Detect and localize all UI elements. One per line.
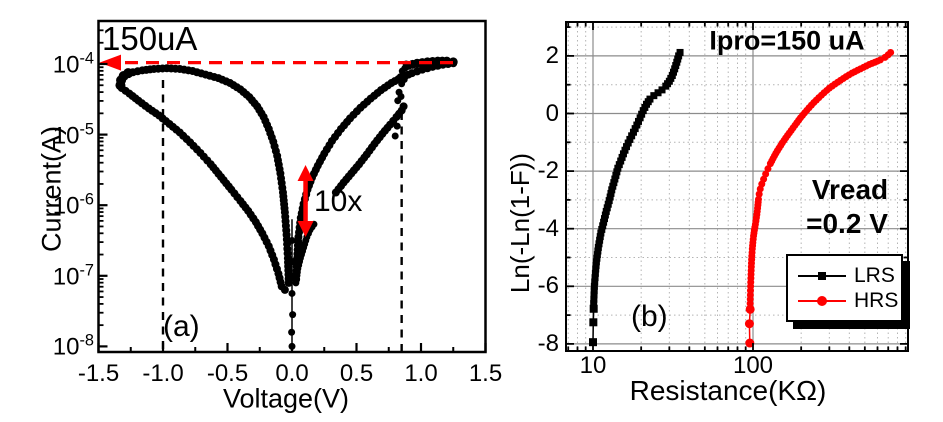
a-y-tick-label: 10-6 bbox=[52, 190, 94, 220]
read-voltage-label-line2: =0.2 V bbox=[806, 208, 888, 239]
a-y-tick-label: 10-4 bbox=[52, 49, 94, 79]
b-x-tick-label: 100 bbox=[732, 352, 774, 379]
panel-b-label: (b) bbox=[631, 300, 668, 333]
panel-a-label: (a) bbox=[163, 310, 200, 343]
a-x-tick-label: 1.0 bbox=[404, 360, 438, 387]
b-y-tick-label: -4 bbox=[537, 214, 559, 242]
legend: LRS HRS bbox=[786, 254, 903, 322]
a-y-tick-label: 10-7 bbox=[52, 261, 94, 291]
b-y-tick-label: -2 bbox=[537, 157, 559, 185]
a-y-tick-label: 10-8 bbox=[52, 331, 94, 361]
b-y-tick-label: -8 bbox=[537, 329, 559, 357]
a-y-tick-label: 10-5 bbox=[52, 120, 94, 150]
a-x-tick-label: 0.5 bbox=[339, 360, 374, 387]
b-y-tick-label: 0 bbox=[545, 99, 559, 127]
programming-current-label: Ipro=150 uA bbox=[709, 25, 865, 56]
legend-label-hrs: HRS bbox=[854, 288, 899, 312]
lrs-line-square-marker-icon bbox=[798, 271, 846, 280]
b-x-axis-title: Resistance(KΩ) bbox=[629, 375, 827, 406]
ratio-label: 10x bbox=[314, 185, 363, 218]
legend-label-lrs: LRS bbox=[854, 263, 895, 287]
legend-item-hrs: HRS bbox=[797, 288, 901, 312]
a-x-tick-label: 1.5 bbox=[468, 360, 503, 387]
a-x-tick-label: -1.5 bbox=[77, 360, 120, 387]
a-x-tick-label: 0.0 bbox=[275, 360, 309, 387]
b-y-tick-label: -6 bbox=[537, 272, 559, 300]
hrs-line-circle-marker-icon bbox=[798, 295, 846, 306]
a-x-tick-label: -1.0 bbox=[142, 360, 184, 387]
b-y-tick-label: 2 bbox=[545, 41, 559, 69]
b-y-axis-title: Ln(-Ln(1-F)) bbox=[505, 152, 535, 294]
read-voltage-label-line1: Vread bbox=[811, 174, 889, 205]
a-x-axis-title: Voltage(V) bbox=[222, 383, 350, 414]
legend-item-lrs: LRS bbox=[797, 263, 901, 287]
compliance-current-label: 150uA bbox=[102, 20, 198, 57]
b-x-tick-label: 10 bbox=[579, 352, 607, 379]
a-x-tick-label: -0.5 bbox=[206, 360, 249, 387]
